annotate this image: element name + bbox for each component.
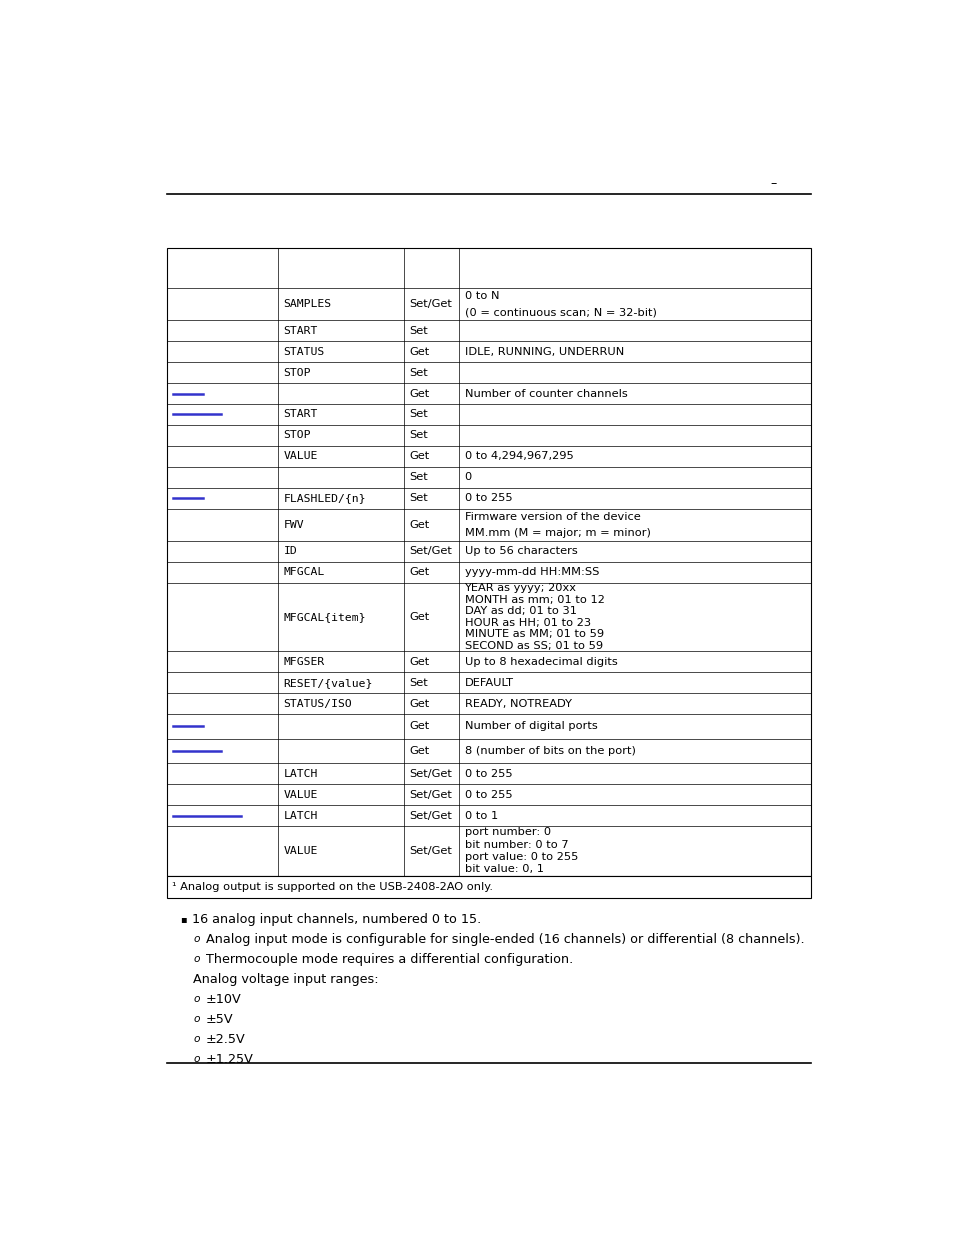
Text: ±2.5V: ±2.5V	[206, 1032, 245, 1046]
Text: 16 analog input channels, numbered 0 to 15.: 16 analog input channels, numbered 0 to …	[192, 913, 480, 926]
Text: ¹ Analog output is supported on the USB-2408-2AO only.: ¹ Analog output is supported on the USB-…	[172, 882, 493, 892]
Text: Set: Set	[409, 472, 427, 482]
Text: Set: Set	[409, 430, 427, 441]
Text: Set: Set	[409, 368, 427, 378]
Text: VALUE: VALUE	[283, 451, 317, 462]
Text: STATUS: STATUS	[283, 347, 324, 357]
Text: 8 (number of bits on the port): 8 (number of bits on the port)	[464, 746, 635, 756]
Text: 0 to 255: 0 to 255	[464, 769, 512, 779]
Bar	[167, 248, 810, 876]
Text: IDLE, RUNNING, UNDERRUN: IDLE, RUNNING, UNDERRUN	[464, 347, 623, 357]
Text: –: –	[770, 177, 776, 189]
Text: bit number: 0 to 7: bit number: 0 to 7	[464, 840, 568, 850]
Text: Get: Get	[409, 347, 429, 357]
Text: Get: Get	[409, 389, 429, 399]
Text: FWV: FWV	[283, 520, 304, 530]
Text: Get: Get	[409, 657, 429, 667]
Text: 0 to 255: 0 to 255	[464, 790, 512, 800]
Text: HOUR as HH; 01 to 23: HOUR as HH; 01 to 23	[464, 618, 590, 627]
Text: port value: 0 to 255: port value: 0 to 255	[464, 852, 578, 862]
Text: o: o	[193, 1014, 199, 1024]
Text: MFGCAL{item}: MFGCAL{item}	[283, 613, 366, 622]
Text: READY, NOTREADY: READY, NOTREADY	[464, 699, 571, 709]
Text: MM.mm (M = major; m = minor): MM.mm (M = major; m = minor)	[464, 527, 650, 538]
Text: Up to 8 hexadecimal digits: Up to 8 hexadecimal digits	[464, 657, 617, 667]
Text: 0 to 255: 0 to 255	[464, 493, 512, 503]
Text: Set/Get: Set/Get	[409, 790, 452, 800]
Text: o: o	[193, 955, 199, 965]
Text: Set: Set	[409, 410, 427, 420]
Text: bit value: 0, 1: bit value: 0, 1	[464, 864, 543, 874]
Text: Set/Get: Set/Get	[409, 846, 452, 856]
Text: 0 to 1: 0 to 1	[464, 810, 497, 821]
Text: YEAR as yyyy; 20xx: YEAR as yyyy; 20xx	[464, 583, 576, 594]
Text: RESET/{value}: RESET/{value}	[283, 678, 373, 688]
Text: VALUE: VALUE	[283, 790, 317, 800]
Text: ±10V: ±10V	[206, 993, 241, 1005]
Text: Set/Get: Set/Get	[409, 546, 452, 557]
Text: Thermocouple mode requires a differential configuration.: Thermocouple mode requires a differentia…	[206, 953, 573, 966]
Text: o: o	[193, 935, 199, 945]
Text: MFGCAL: MFGCAL	[283, 567, 324, 577]
Bar	[167, 876, 810, 899]
Text: ID: ID	[283, 546, 296, 557]
Text: Set/Get: Set/Get	[409, 810, 452, 821]
Text: ±1.25V: ±1.25V	[206, 1052, 253, 1066]
Text: START: START	[283, 326, 317, 336]
Text: STATUS/ISO: STATUS/ISO	[283, 699, 352, 709]
Text: Set: Set	[409, 326, 427, 336]
Text: STOP: STOP	[283, 430, 311, 441]
Text: 0 to 4,294,967,295: 0 to 4,294,967,295	[464, 451, 573, 462]
Text: o: o	[193, 994, 199, 1004]
Text: Get: Get	[409, 520, 429, 530]
Text: MONTH as mm; 01 to 12: MONTH as mm; 01 to 12	[464, 595, 604, 605]
Text: SECOND as SS; 01 to 59: SECOND as SS; 01 to 59	[464, 641, 602, 651]
Text: Up to 56 characters: Up to 56 characters	[464, 546, 577, 557]
Text: STOP: STOP	[283, 368, 311, 378]
Text: Get: Get	[409, 746, 429, 756]
Text: ▪: ▪	[180, 914, 186, 925]
Text: o: o	[193, 1055, 199, 1065]
Text: Get: Get	[409, 451, 429, 462]
Text: Get: Get	[409, 613, 429, 622]
Text: Firmware version of the device: Firmware version of the device	[464, 511, 639, 521]
Text: DEFAULT: DEFAULT	[464, 678, 513, 688]
Text: o: o	[193, 1034, 199, 1045]
Text: LATCH: LATCH	[283, 810, 317, 821]
Text: VALUE: VALUE	[283, 846, 317, 856]
Text: SAMPLES: SAMPLES	[283, 299, 331, 309]
Text: MFGSER: MFGSER	[283, 657, 324, 667]
Text: Analog voltage input ranges:: Analog voltage input ranges:	[193, 973, 378, 986]
Text: ±5V: ±5V	[206, 1013, 233, 1026]
Text: Get: Get	[409, 721, 429, 731]
Text: 0: 0	[464, 472, 472, 482]
Text: 0 to N: 0 to N	[464, 291, 498, 301]
Text: FLASHLED/{n}: FLASHLED/{n}	[283, 493, 366, 503]
Text: yyyy-mm-dd HH:MM:SS: yyyy-mm-dd HH:MM:SS	[464, 567, 598, 577]
Text: LATCH: LATCH	[283, 769, 317, 779]
Text: MINUTE as MM; 01 to 59: MINUTE as MM; 01 to 59	[464, 629, 603, 640]
Text: port number: 0: port number: 0	[464, 827, 550, 837]
Text: Set/Get: Set/Get	[409, 299, 452, 309]
Text: Set/Get: Set/Get	[409, 769, 452, 779]
Text: Number of counter channels: Number of counter channels	[464, 389, 627, 399]
Text: Analog input mode is configurable for single-ended (16 channels) or differential: Analog input mode is configurable for si…	[206, 932, 803, 946]
Text: Number of digital ports: Number of digital ports	[464, 721, 597, 731]
Text: (0 = continuous scan; N = 32-bit): (0 = continuous scan; N = 32-bit)	[464, 308, 656, 317]
Text: START: START	[283, 410, 317, 420]
Text: DAY as dd; 01 to 31: DAY as dd; 01 to 31	[464, 606, 576, 616]
Text: Get: Get	[409, 567, 429, 577]
Text: Get: Get	[409, 699, 429, 709]
Text: Set: Set	[409, 678, 427, 688]
Text: Set: Set	[409, 493, 427, 503]
